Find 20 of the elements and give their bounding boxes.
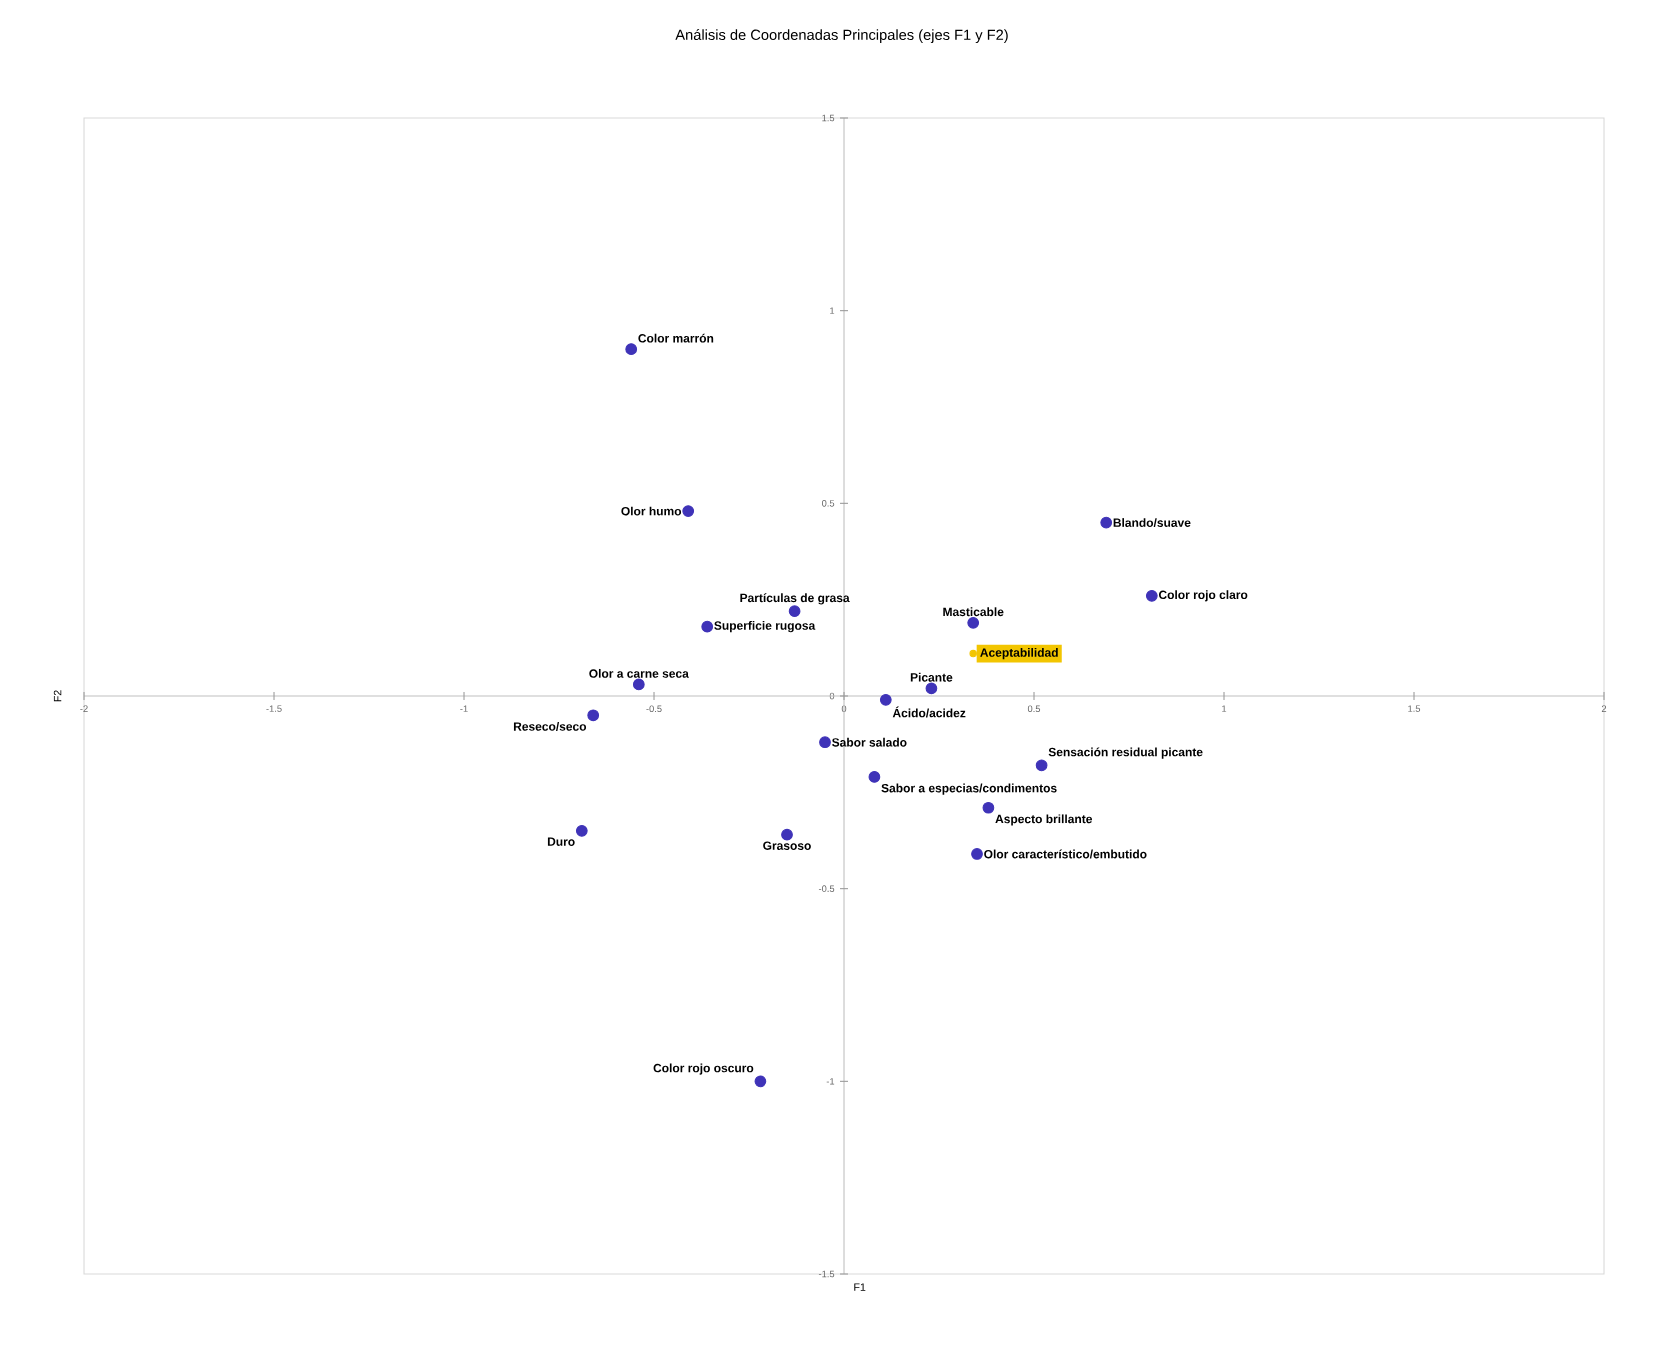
point <box>1100 516 1113 529</box>
point <box>575 824 588 837</box>
point <box>971 848 983 860</box>
point <box>587 709 600 722</box>
point <box>788 605 801 618</box>
point <box>819 736 831 749</box>
point <box>967 616 980 629</box>
point <box>1035 759 1048 772</box>
point <box>982 801 995 814</box>
point <box>625 343 638 356</box>
point <box>632 678 645 691</box>
point <box>879 693 892 706</box>
point <box>682 505 695 517</box>
point <box>868 771 881 783</box>
point <box>701 620 714 633</box>
point <box>1145 589 1158 602</box>
point <box>925 682 938 695</box>
point <box>754 1075 767 1088</box>
point <box>781 828 793 841</box>
point <box>969 649 977 658</box>
